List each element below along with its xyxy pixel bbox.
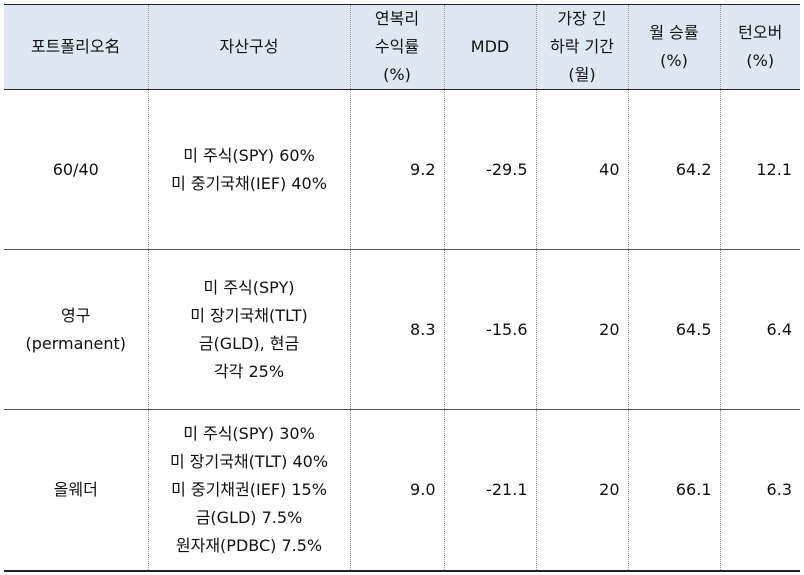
cagr-cell: 9.0 [349, 409, 445, 572]
portfolio-name-cell: 60/40 [4, 89, 149, 250]
table-row: 영구 (permanent) 미 주식(SPY) 미 장기국채(TLT) 금(G… [4, 249, 800, 410]
mdd-cell: -21.1 [443, 409, 537, 572]
turnover-cell: 12.1 [719, 89, 800, 250]
header-asset-allocation: 자산구성 [147, 4, 351, 90]
portfolio-comparison-table: 포트폴리오名 자산구성 연복리 수익률 (%) MDD 가장 긴 하락 기간 (… [4, 4, 800, 572]
longest-drawdown-cell: 20 [535, 249, 629, 410]
header-mdd: MDD [443, 4, 537, 90]
header-win-rate: 월 승률 (%) [627, 4, 721, 90]
header-portfolio-name: 포트폴리오名 [4, 4, 149, 90]
asset-allocation-cell: 미 주식(SPY) 미 장기국채(TLT) 금(GLD), 현금 각각 25% [147, 249, 351, 410]
win-rate-cell: 64.2 [627, 89, 721, 250]
win-rate-cell: 64.5 [627, 249, 721, 410]
portfolio-name-cell: 영구 (permanent) [4, 249, 149, 410]
win-rate-cell: 66.1 [627, 409, 721, 572]
header-row: 포트폴리오名 자산구성 연복리 수익률 (%) MDD 가장 긴 하락 기간 (… [4, 4, 800, 90]
turnover-cell: 6.4 [719, 249, 800, 410]
portfolio-name-cell: 올웨더 [4, 409, 149, 572]
longest-drawdown-cell: 40 [535, 89, 629, 250]
cagr-cell: 8.3 [349, 249, 445, 410]
asset-allocation-cell: 미 주식(SPY) 60% 미 중기국채(IEF) 40% [147, 89, 351, 250]
asset-allocation-cell: 미 주식(SPY) 30% 미 장기국채(TLT) 40% 미 중기채권(IEF… [147, 409, 351, 572]
mdd-cell: -15.6 [443, 249, 537, 410]
header-longest-drawdown: 가장 긴 하락 기간 (월) [535, 4, 629, 90]
turnover-cell: 6.3 [719, 409, 800, 572]
table-row: 올웨더 미 주식(SPY) 30% 미 장기국채(TLT) 40% 미 중기채권… [4, 409, 800, 572]
table-row: 60/40 미 주식(SPY) 60% 미 중기국채(IEF) 40% 9.2 … [4, 89, 800, 250]
header-cagr: 연복리 수익률 (%) [349, 4, 445, 90]
header-turnover: 턴오버 (%) [719, 4, 800, 90]
mdd-cell: -29.5 [443, 89, 537, 250]
cagr-cell: 9.2 [349, 89, 445, 250]
longest-drawdown-cell: 20 [535, 409, 629, 572]
